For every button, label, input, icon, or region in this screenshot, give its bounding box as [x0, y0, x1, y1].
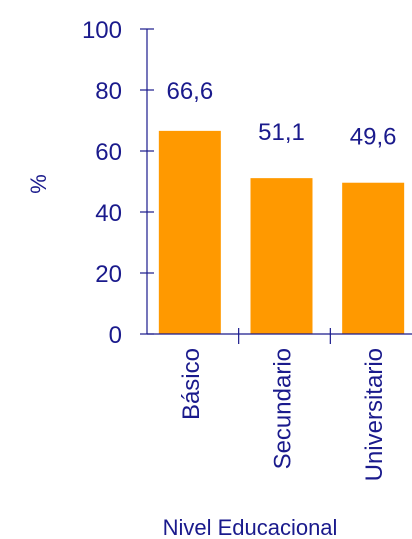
data-label: 49,6 — [350, 124, 397, 151]
y-tick-label: 0 — [109, 322, 122, 349]
category-label: Secundario — [270, 348, 297, 469]
y-tick-label: 80 — [95, 78, 122, 105]
y-axis-title: % — [26, 174, 51, 194]
y-axis: 0 20 40 60 80 100 — [82, 17, 154, 349]
y-tick-label: 20 — [95, 261, 122, 288]
data-label: 66,6 — [166, 78, 213, 105]
bar — [158, 130, 221, 334]
y-tick-label: 100 — [82, 17, 122, 44]
x-axis-title: Nivel Educacional — [163, 515, 338, 539]
category-label: Básico — [178, 348, 205, 420]
bars — [158, 130, 405, 334]
x-axis: Básico Secundario Universitario — [147, 328, 412, 481]
bar — [342, 182, 405, 334]
y-tick-label: 60 — [95, 139, 122, 166]
category-label: Universitario — [361, 348, 388, 481]
y-tick-label: 40 — [95, 200, 122, 227]
data-label: 51,1 — [258, 119, 305, 146]
bar — [250, 178, 313, 334]
data-labels: 66,6 51,1 49,6 — [166, 78, 396, 151]
